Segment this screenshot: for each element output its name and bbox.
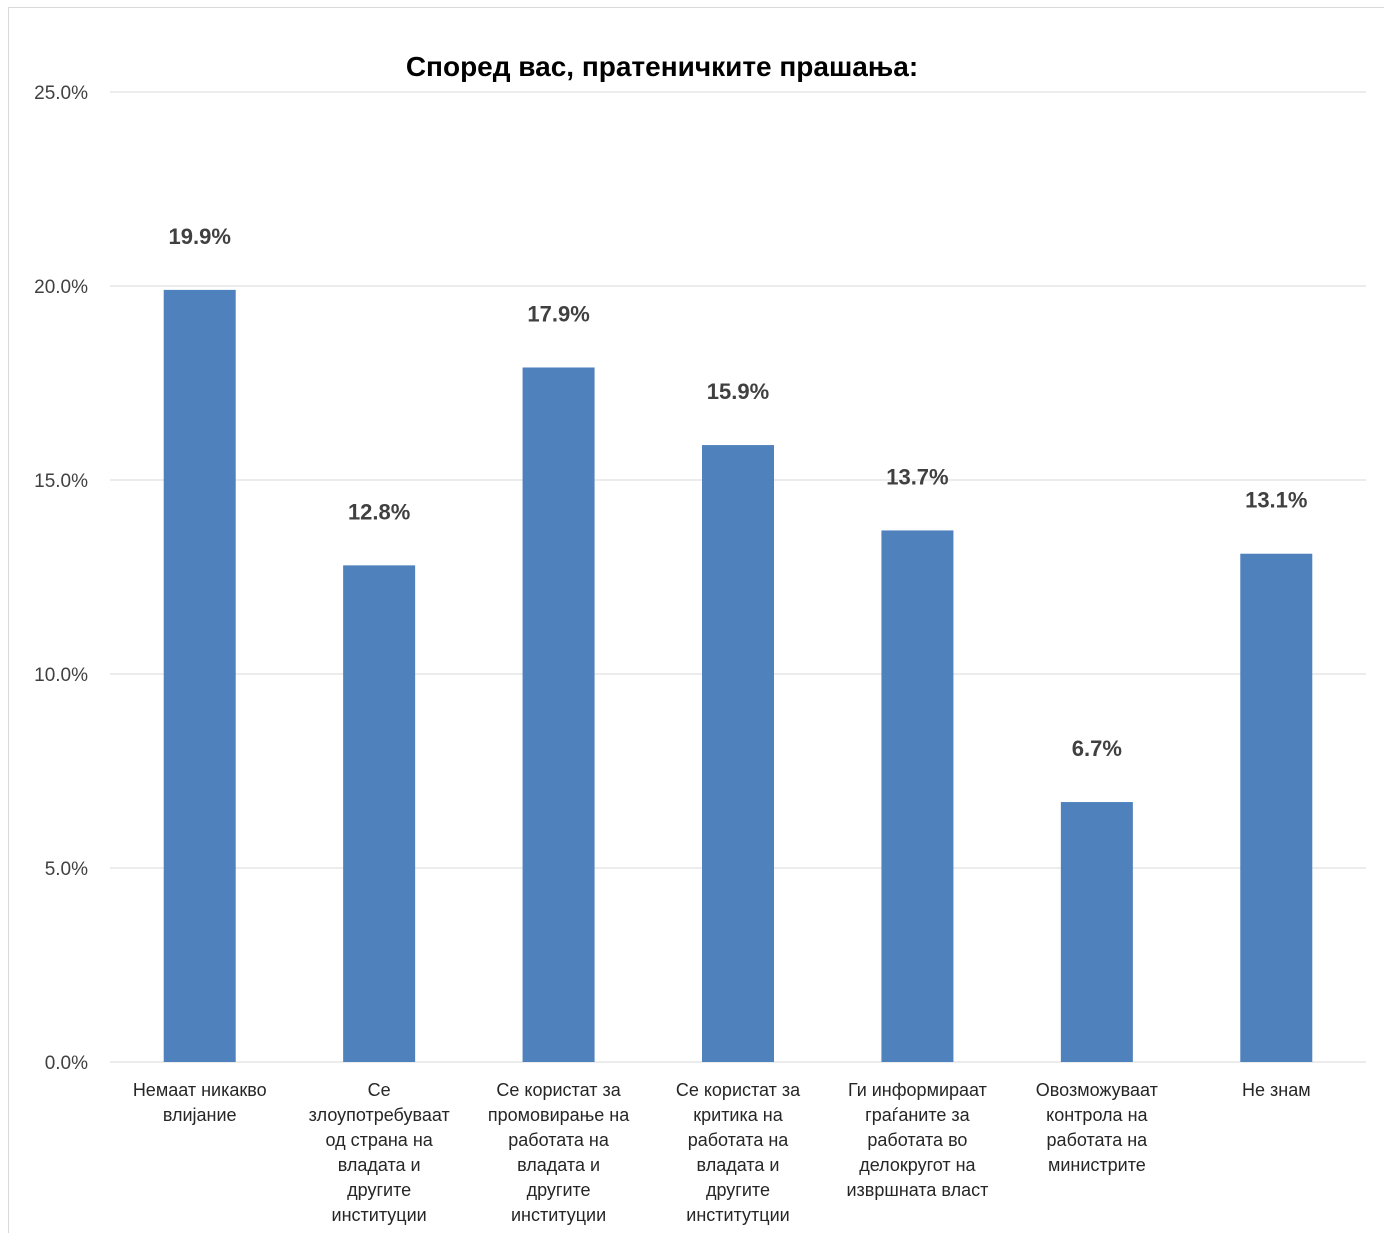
data-label: 6.7% [1072, 736, 1122, 761]
data-label: 13.1% [1245, 488, 1307, 513]
y-tick-label: 10.0% [34, 665, 88, 686]
category-label: Се користат за критика на работата на влада… [676, 1080, 801, 1225]
bar [1240, 553, 1313, 1062]
bar [1060, 802, 1133, 1062]
chart-title: Според вас, пратеничките прашања: [406, 51, 918, 82]
y-tick-label: 0.0% [45, 1053, 88, 1074]
category-label: Се користат за промовирање на работата на в… [488, 1080, 630, 1225]
bar [343, 565, 416, 1062]
y-tick-label: 25.0% [34, 83, 88, 104]
data-labels: 19.9% 12.8% 17.9% 15.9% 13.7% 6.7% 13.1% [169, 224, 1308, 761]
bar [522, 367, 595, 1063]
data-label: 19.9% [169, 224, 231, 249]
y-axis-tick-labels: 0.0% 5.0% 10.0% 15.0% 20.0% 25.0% [34, 83, 88, 1074]
category-label: Немаат никакво влијание [133, 1080, 267, 1125]
y-tick-label: 20.0% [34, 277, 88, 298]
y-tick-label: 15.0% [34, 471, 88, 492]
data-label: 15.9% [707, 379, 769, 404]
data-label: 12.8% [348, 499, 410, 524]
bar [881, 530, 954, 1062]
chart-frame [8, 7, 1384, 1233]
data-label: 17.9% [527, 301, 589, 326]
category-label: Се злоупотребуваат од страна на владата и др… [309, 1080, 450, 1225]
category-label: Овозможуваат контрола на работата на минист… [1036, 1080, 1158, 1175]
bar [702, 445, 774, 1063]
category-label: Ги информираат граѓаните за работата во дел… [847, 1080, 989, 1200]
category-labels: Немаат никакво влијание Се злоупотребуваат о… [133, 1080, 1311, 1225]
bar [163, 289, 236, 1062]
y-tick-label: 5.0% [45, 859, 88, 880]
bars [163, 289, 1313, 1063]
data-label: 13.7% [886, 464, 948, 489]
category-label: Не знам [1242, 1080, 1311, 1100]
